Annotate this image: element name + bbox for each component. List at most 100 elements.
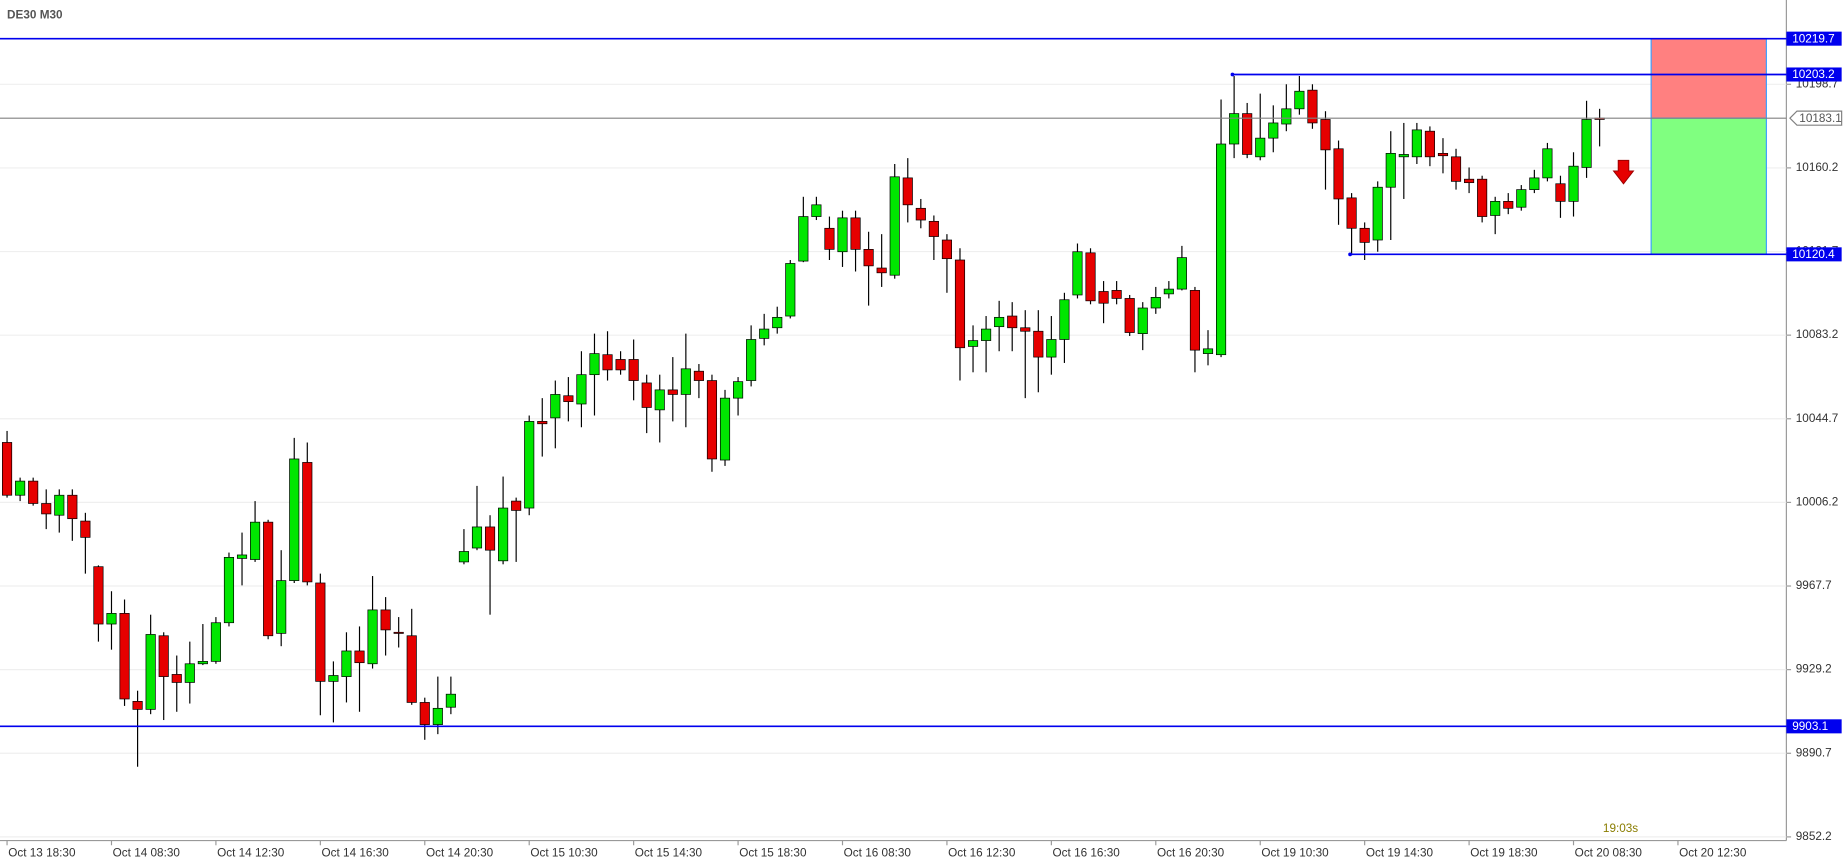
candle-body	[93, 566, 104, 625]
candle-body	[1385, 152, 1396, 188]
candle-body	[80, 520, 91, 538]
candle-body	[759, 328, 770, 339]
y-tick-label: 9852.2	[1796, 830, 1832, 843]
x-tick-label: Oct 16 20:30	[1157, 847, 1225, 860]
current-price-tag	[1789, 110, 1843, 126]
candle-body	[1307, 89, 1318, 124]
candle-body	[367, 609, 378, 665]
candle-body	[354, 650, 365, 664]
candle-body	[863, 249, 874, 267]
candle-body	[772, 316, 783, 329]
level-anchor	[1348, 252, 1352, 257]
candle-body	[1163, 288, 1174, 295]
candle-body	[954, 259, 966, 349]
candle-body	[1359, 227, 1370, 243]
candle-body	[54, 494, 65, 516]
y-tick-label: 10083.2	[1796, 328, 1838, 341]
candle-body	[236, 554, 248, 559]
candle-body	[628, 359, 639, 381]
y-tick-label: 9890.7	[1796, 746, 1832, 759]
candle-body	[719, 397, 731, 461]
candle-body	[250, 521, 261, 560]
candle-body	[667, 389, 678, 395]
candle-body	[15, 480, 26, 496]
candle-body	[733, 381, 744, 399]
candle-body	[928, 220, 939, 237]
candle-body	[263, 521, 274, 637]
x-tick-label: Oct 16 12:30	[948, 847, 1016, 860]
candle-body	[28, 480, 39, 504]
candle-body	[680, 368, 691, 395]
x-tick-label: Oct 14 08:30	[113, 847, 181, 860]
candle-body	[981, 328, 992, 341]
y-tick-label: 10160.2	[1796, 161, 1838, 174]
candle-body	[445, 693, 456, 708]
candle-body	[915, 207, 926, 221]
candle-body	[484, 526, 496, 551]
candle-body	[1464, 178, 1475, 184]
candle-body	[132, 701, 143, 710]
candle-body	[393, 631, 404, 634]
candle-body	[419, 702, 430, 725]
level-tag	[1786, 719, 1842, 734]
candle-body	[1150, 297, 1161, 309]
candle-body	[328, 675, 339, 682]
candle-body	[654, 389, 665, 411]
level-label: 10203.2	[1792, 68, 1834, 81]
x-tick-label: Oct 20 08:30	[1575, 847, 1643, 860]
candle-body	[537, 421, 548, 425]
candle-body	[1320, 119, 1331, 151]
level-label: 10120.4	[1792, 248, 1835, 261]
candle-body	[1, 442, 13, 496]
y-tick-label: 10006.2	[1796, 496, 1838, 509]
candle-body	[615, 359, 626, 371]
candle-body	[967, 340, 979, 347]
candle-body	[1216, 143, 1227, 356]
candle-body	[1555, 183, 1566, 202]
candle-body	[380, 609, 391, 631]
candle-body	[1098, 291, 1109, 304]
candle-body	[589, 353, 600, 376]
plot: 9852.2 9890.7 9929.2 9967.7 10006.2 10044.7 10…	[0, 31, 1843, 860]
x-tick-label: Oct 15 18:30	[739, 847, 807, 860]
countdown: 19:03s	[1603, 822, 1638, 835]
candle-body	[1490, 200, 1501, 216]
candle-body	[1111, 290, 1122, 299]
candle-body	[145, 634, 156, 710]
candle-body	[641, 382, 652, 408]
candle-body	[1176, 257, 1187, 290]
candle-body	[1137, 307, 1148, 334]
candle-body	[1124, 298, 1135, 333]
trade-zone	[1650, 117, 1767, 255]
level-label: 10219.7	[1792, 32, 1834, 45]
level-label: 9903.1	[1792, 720, 1828, 733]
y-tick-label: 9929.2	[1796, 663, 1832, 676]
candle-body	[1072, 251, 1083, 296]
level-tag	[1786, 247, 1842, 262]
candle-body	[1581, 119, 1592, 168]
candle-body	[746, 339, 757, 381]
level-anchor	[1230, 72, 1235, 77]
x-tick-label: Oct 15 10:30	[530, 847, 598, 860]
candle-body	[1333, 148, 1344, 200]
candle-body	[1424, 130, 1435, 158]
current-price-label: 10183.1	[1799, 112, 1841, 125]
candle-body	[432, 707, 443, 725]
candle-body	[1346, 197, 1357, 229]
candle-body	[1229, 113, 1240, 145]
candle-body	[1007, 315, 1018, 329]
candle-body	[1268, 122, 1279, 139]
candle-body	[602, 354, 613, 371]
candle-body	[1542, 148, 1553, 179]
x-tick-label: Oct 15 14:30	[635, 847, 703, 860]
candle-body	[1398, 154, 1409, 158]
candle-body	[941, 239, 952, 260]
candle-body	[511, 500, 522, 511]
x-tick-label: Oct 19 14:30	[1366, 847, 1434, 860]
candle-body	[876, 267, 887, 274]
x-tick-label: Oct 14 16:30	[322, 847, 390, 860]
candle-body	[824, 227, 835, 250]
candle-body	[184, 663, 195, 683]
